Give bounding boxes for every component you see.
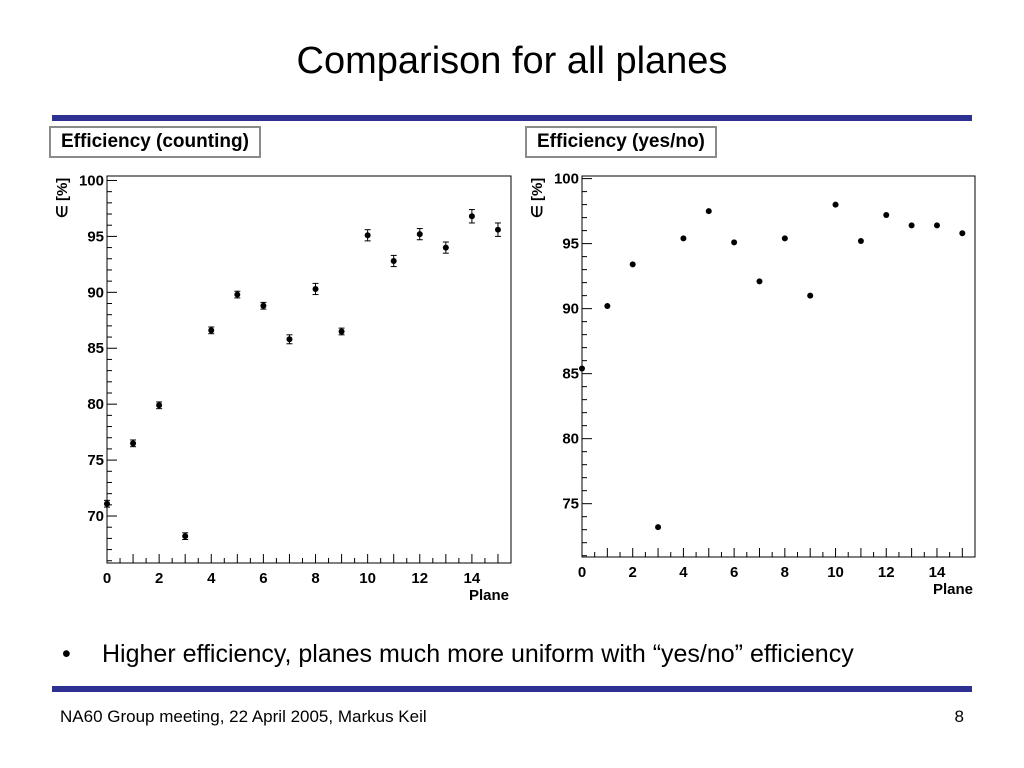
x-tick-label: 0 [578,564,586,581]
x-tick-label: 14 [464,570,481,587]
data-point [130,440,137,447]
bullet-text: Higher efficiency, planes much more unif… [102,640,854,668]
data-point [104,500,110,507]
data-point [416,231,423,238]
data-point [579,365,585,372]
y-tick-label: 95 [562,236,579,253]
data-point [390,258,397,265]
data-point [756,278,763,285]
y-tick-label: 80 [87,396,104,413]
y-tick-label: 95 [87,228,104,245]
data-point [364,232,371,239]
y-tick-label: 100 [554,171,579,188]
data-point [442,244,449,251]
data-point [494,226,501,233]
page-number: 8 [954,707,964,726]
x-tick-label: 4 [207,570,216,587]
bullet-marker: • [62,640,71,668]
data-point [468,213,475,220]
data-point [883,212,890,219]
counting-efficiency-chart: 0 2 4 6 8 10 12 14 70 75 80 85 90 95 100 Plane ∈ [%] [54,172,512,604]
data-point [705,208,712,215]
data-point [234,291,241,298]
data-point [807,292,814,299]
data-point [731,239,738,246]
data-point [832,201,839,208]
data-point [312,285,319,292]
x-tick-label: 10 [827,564,844,581]
x-axis-label: Plane [469,587,509,604]
y-tick-label: 70 [87,508,104,525]
data-point [604,303,611,310]
y-tick-label: 90 [562,301,579,318]
right-panel-title: Efficiency (yes/no) [525,126,717,158]
x-tick-label: 0 [103,570,111,587]
plot-frame [106,175,512,564]
x-tick-label: 8 [311,570,319,587]
yesno-efficiency-chart: 0 2 4 6 8 10 12 14 75 80 85 90 95 100 Plane ∈ [%] [529,171,976,598]
x-tick-label: 2 [155,570,163,587]
y-tick-label: 85 [87,340,104,357]
left-panel-title: Efficiency (counting) [49,126,261,158]
x-tick-label: 12 [411,570,428,587]
y-tick-label: 85 [562,366,579,383]
data-point [286,336,293,343]
title-rule [52,115,972,121]
data-point [182,533,189,540]
data-point [629,261,636,268]
y-axis-label: ∈ [%] [54,178,71,219]
x-tick-label: 10 [359,570,376,587]
data-point [260,302,267,309]
y-tick-label: 75 [87,452,104,469]
data-point [680,235,687,242]
slide-title: Comparison for all planes [296,40,728,82]
data-point [338,328,345,335]
x-tick-label: 14 [929,564,946,581]
data-point [781,235,788,242]
data-point [655,524,662,531]
data-point [857,238,864,245]
x-tick-label: 2 [629,564,637,581]
y-tick-label: 100 [79,172,104,189]
data-point [156,402,163,409]
y-tick-label: 90 [87,284,104,301]
footer-text: NA60 Group meeting, 22 April 2005, Marku… [60,707,427,726]
x-tick-label: 4 [679,564,688,581]
data-point [908,222,915,229]
x-axis-label: Plane [933,581,973,598]
x-tick-label: 6 [730,564,738,581]
bullet-item: • Higher efficiency, planes much more uni… [62,640,1002,669]
data-point [208,327,215,334]
y-tick-label: 75 [562,496,579,513]
y-tick-label: 80 [562,431,579,448]
plot-frame [581,175,976,558]
x-tick-label: 8 [781,564,789,581]
x-tick-label: 12 [878,564,895,581]
y-axis-label: ∈ [%] [529,178,546,219]
data-point [933,222,940,229]
data-point [959,230,966,237]
x-tick-label: 6 [259,570,267,587]
footer-rule [52,686,972,692]
